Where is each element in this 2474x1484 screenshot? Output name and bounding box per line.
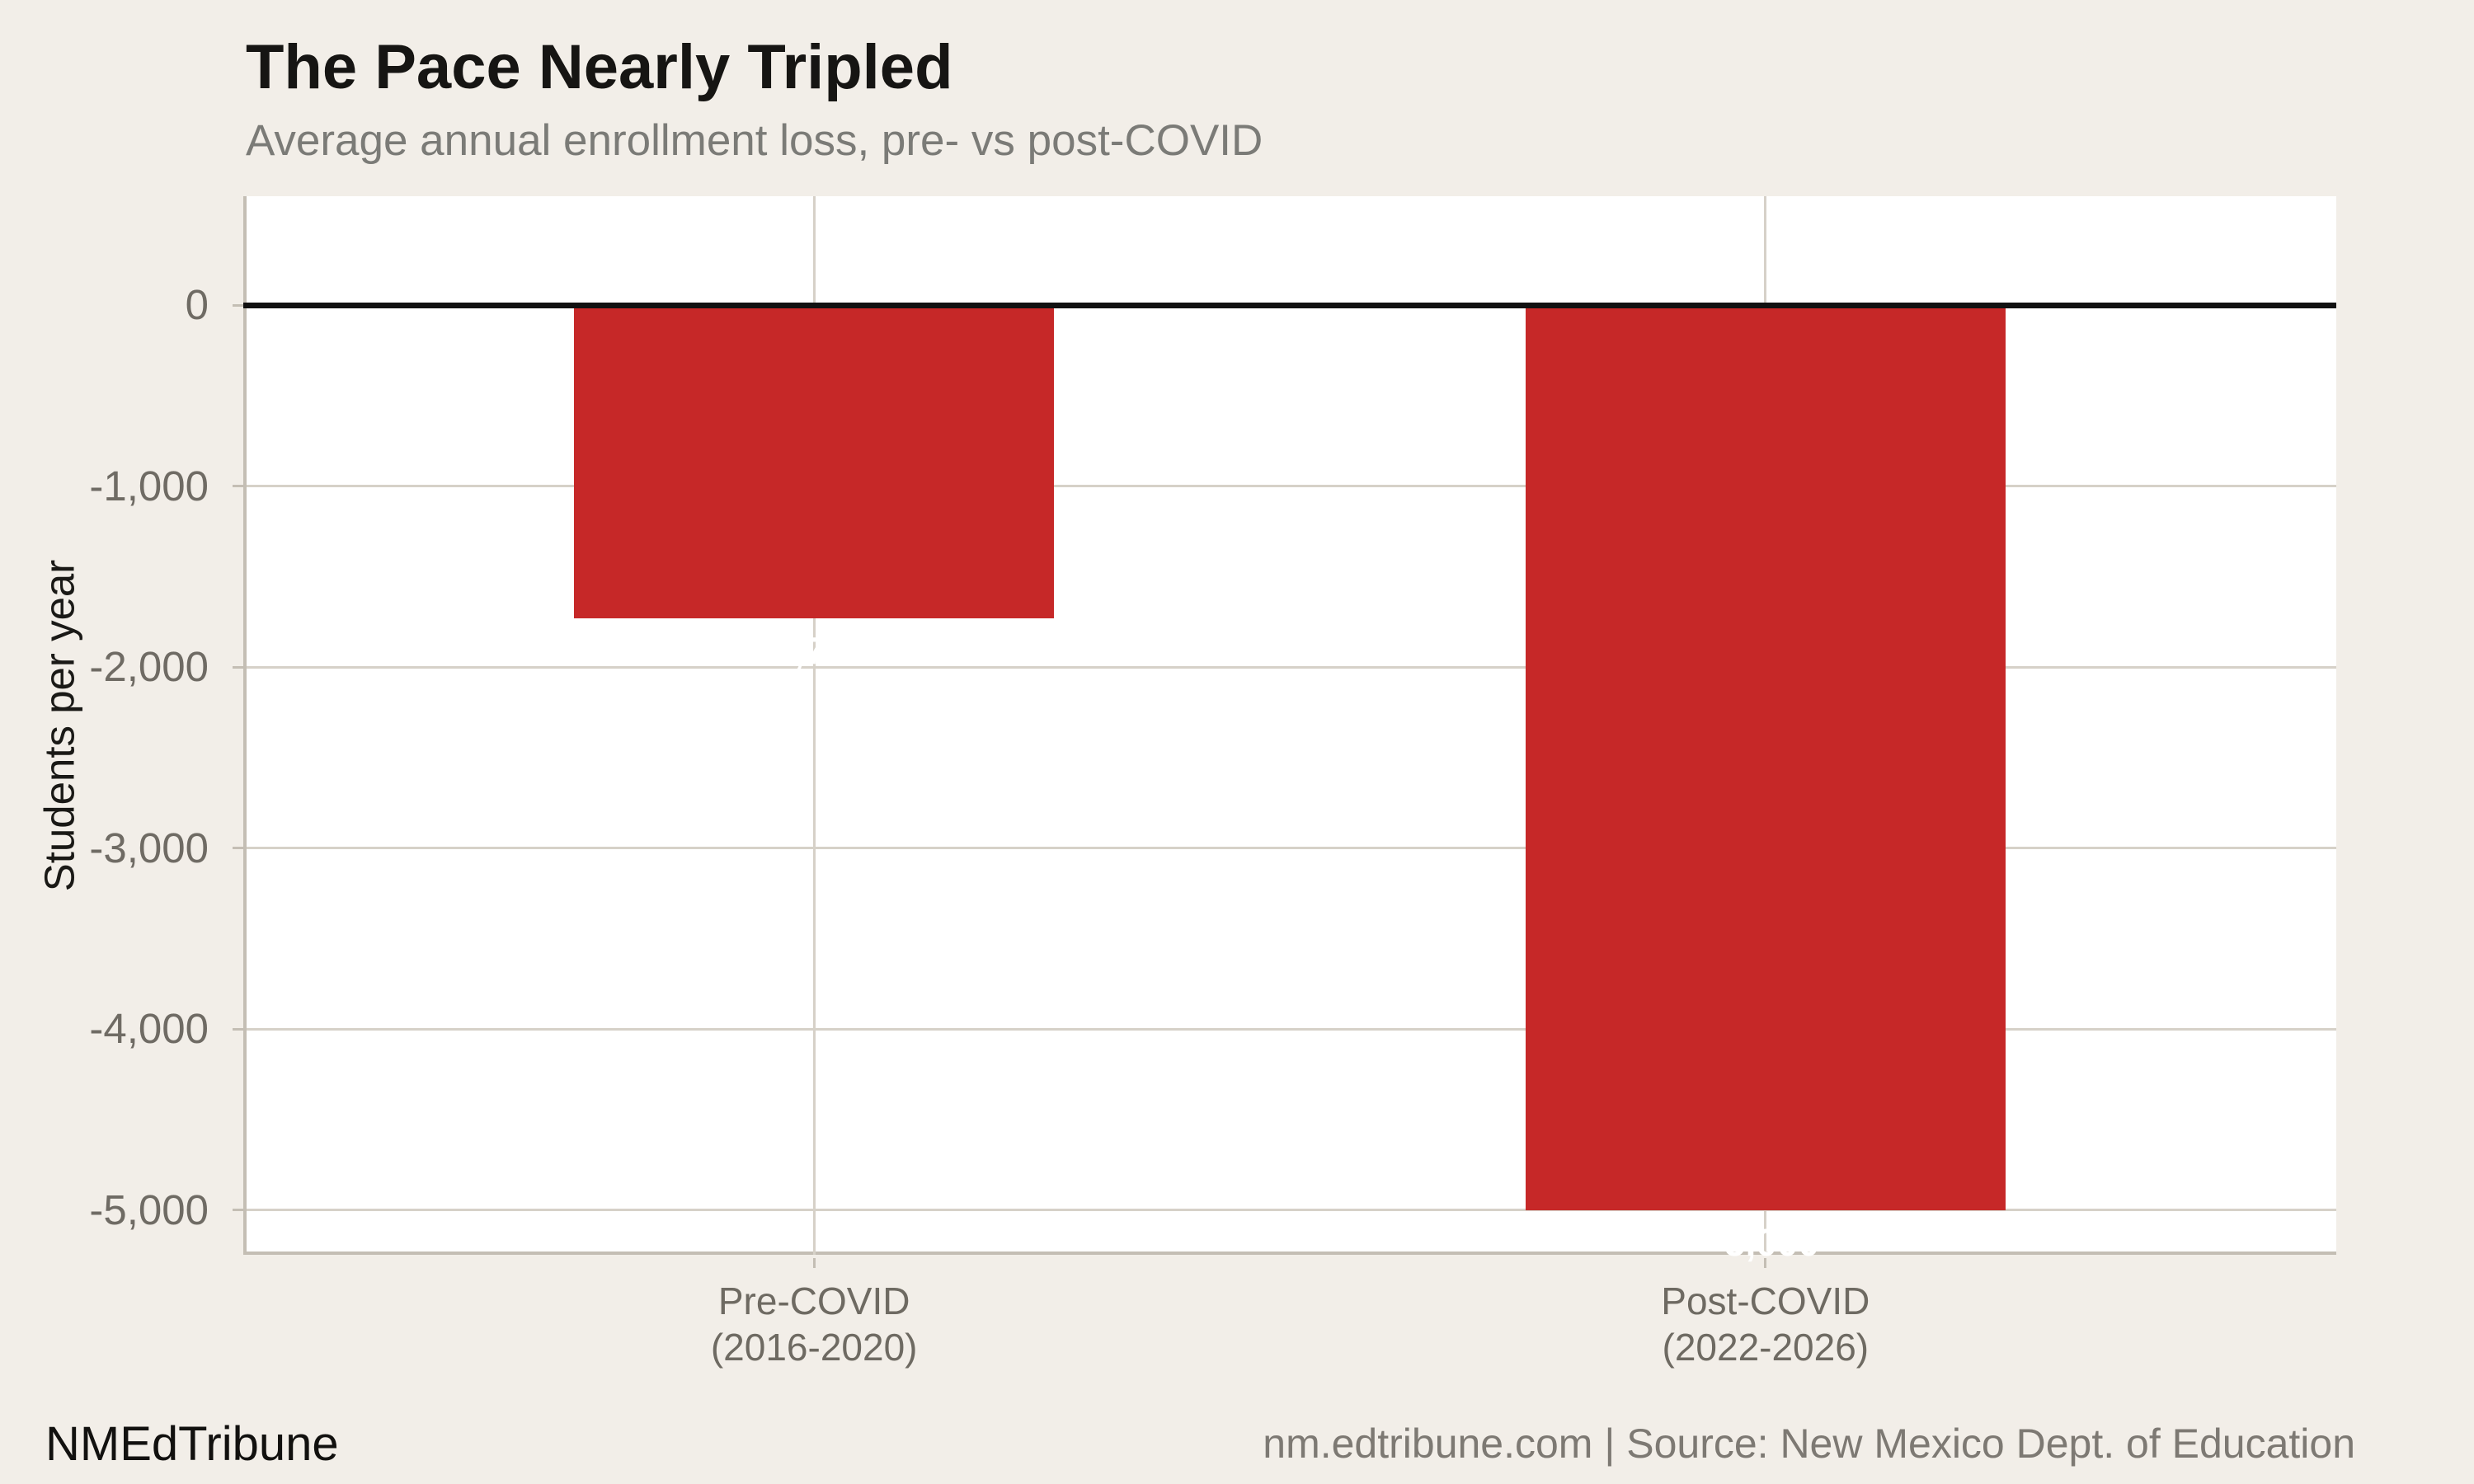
y-gridline — [247, 665, 2336, 669]
y-tick-label: -4,000 — [89, 1005, 209, 1053]
y-tick-mark — [233, 303, 243, 307]
y-tick-mark — [233, 1209, 243, 1212]
y-tick-label: 0 — [185, 281, 209, 328]
zero-baseline — [243, 302, 2336, 308]
chart-subtitle: Average annual enrollment loss, pre- vs … — [246, 116, 1263, 165]
y-gridline — [247, 847, 2336, 850]
bar-value-label-0: -1,730 — [760, 628, 868, 672]
y-gridline — [247, 485, 2336, 488]
footer-brand-logo: NMEdTribune — [45, 1417, 339, 1471]
y-tick-mark — [233, 847, 243, 850]
footer-source-attribution: nm.edtribune.com | Source: New Mexico De… — [1263, 1421, 2355, 1467]
y-tick-label: -3,000 — [89, 824, 209, 871]
y-tick-mark — [233, 665, 243, 669]
x-tick-label-1: Post-COVID (2022-2026) — [1661, 1280, 1870, 1369]
bar-1 — [1525, 305, 2006, 1210]
y-tick-label: -1,000 — [89, 462, 209, 510]
x-tick-mark — [1764, 1258, 1767, 1268]
y-tick-mark — [233, 485, 243, 488]
x-gridline — [812, 196, 816, 1255]
x-tick-mark — [812, 1258, 816, 1268]
chart-title: The Pace Nearly Tripled — [246, 32, 953, 102]
bar-0 — [574, 305, 1055, 618]
plot-area — [243, 196, 2336, 1255]
y-tick-mark — [233, 1027, 243, 1031]
y-tick-label: -2,000 — [89, 643, 209, 691]
x-tick-label-0: Pre-COVID (2016-2020) — [710, 1280, 918, 1369]
bar-value-label-1: -5,000 — [1711, 1220, 1820, 1264]
y-gridline — [247, 1209, 2336, 1212]
y-axis-label: Students per year — [35, 559, 83, 892]
y-gridline — [247, 1027, 2336, 1031]
y-tick-label: -5,000 — [89, 1186, 209, 1233]
